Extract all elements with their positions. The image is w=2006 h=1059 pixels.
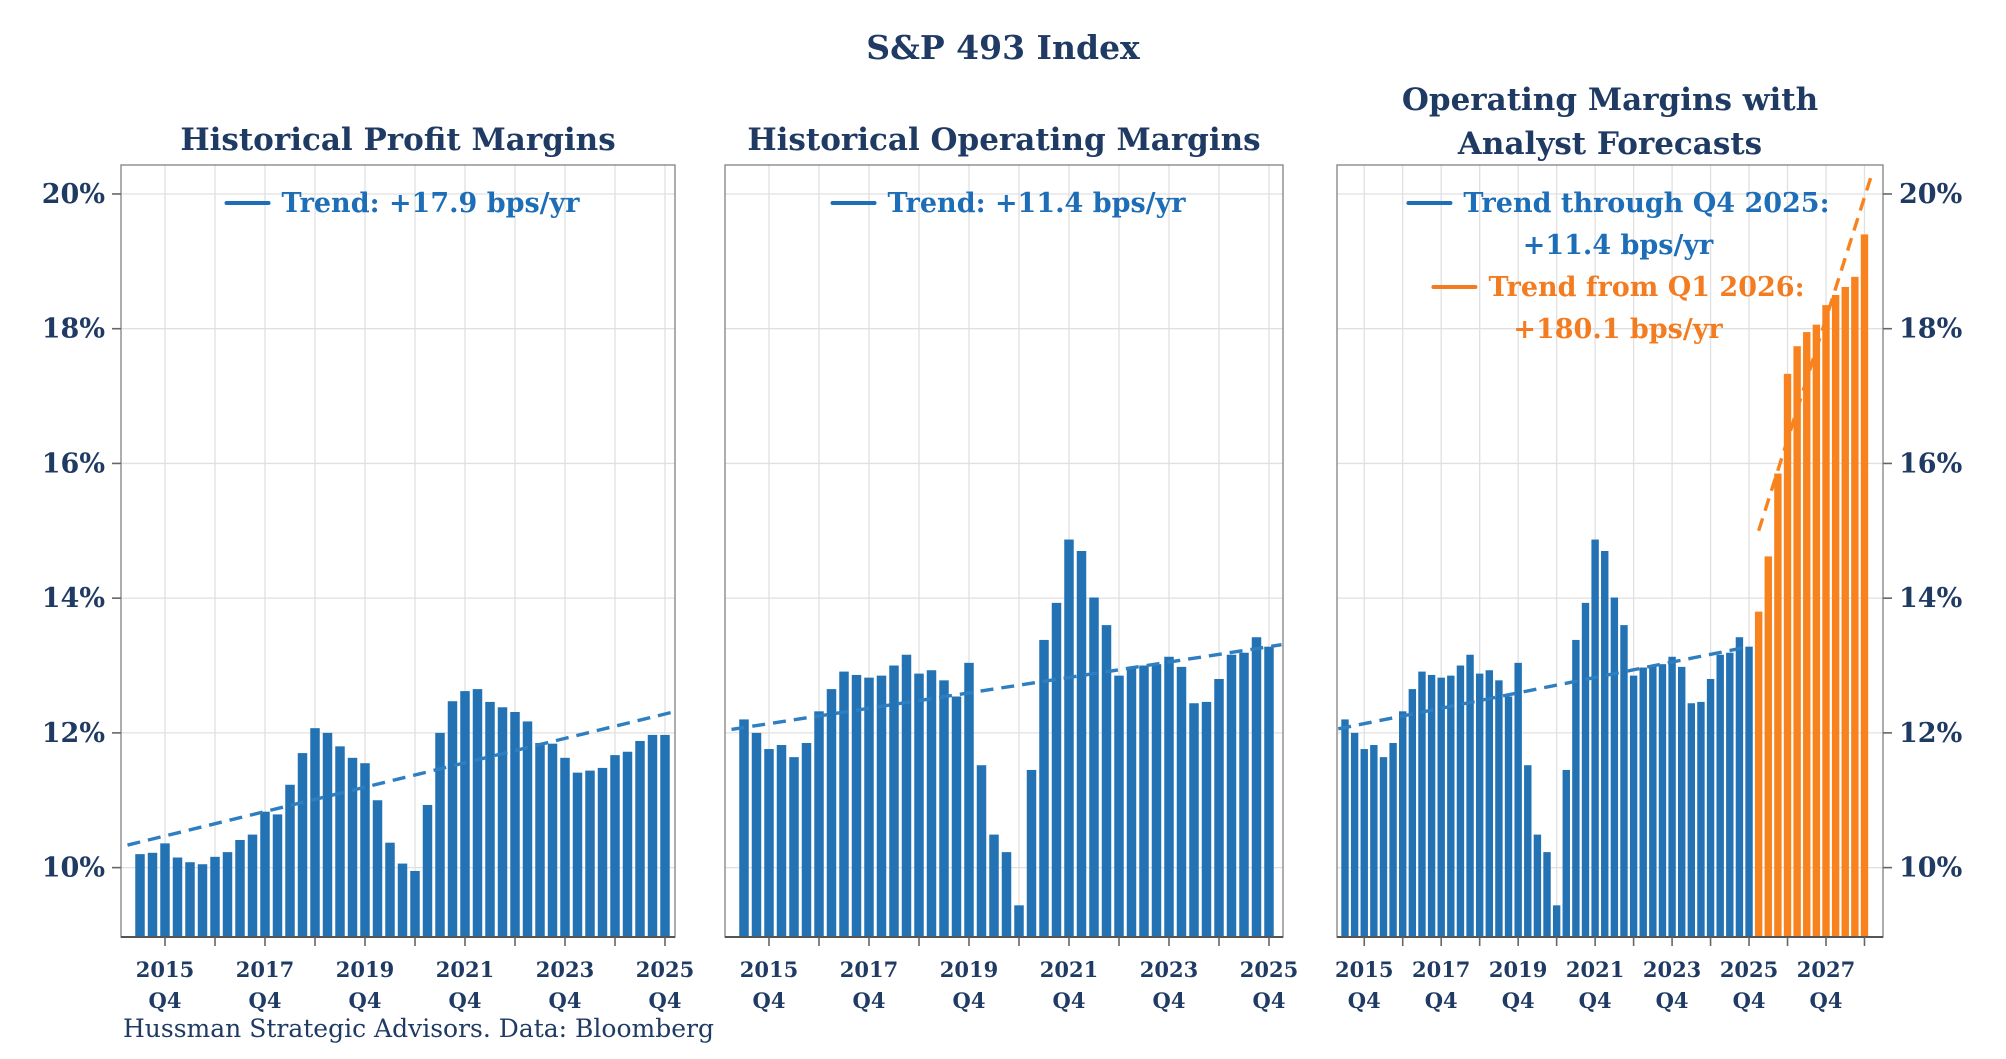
legend-label: +11.4 bps/yr bbox=[1522, 229, 1714, 261]
svg-text:Q4: Q4 bbox=[1502, 988, 1535, 1013]
panel3-title-line1: Operating Margins with bbox=[1401, 82, 1819, 118]
svg-text:Q4: Q4 bbox=[1348, 988, 1381, 1013]
svg-text:2023: 2023 bbox=[1140, 957, 1198, 982]
panel3-legend: Trend through Q4 2025: +11.4 bps/yr Tren… bbox=[1406, 182, 1830, 350]
panel1-legend: Trend: +17.9 bps/yr bbox=[224, 182, 580, 224]
legend-entry: Trend from Q1 2026: bbox=[1431, 266, 1805, 308]
legend-entry: Trend through Q4 2025: bbox=[1406, 182, 1830, 224]
svg-text:2021: 2021 bbox=[1040, 957, 1098, 982]
trend-orange-swatch bbox=[1431, 285, 1478, 289]
svg-text:20%: 20% bbox=[42, 179, 105, 210]
svg-text:2023: 2023 bbox=[1643, 957, 1701, 982]
svg-text:12%: 12% bbox=[42, 718, 105, 749]
svg-text:2017: 2017 bbox=[236, 957, 294, 982]
panel3-title: Operating Margins with Analyst Forecasts bbox=[1402, 78, 1818, 166]
svg-text:2015: 2015 bbox=[136, 957, 194, 982]
svg-text:14%: 14% bbox=[42, 583, 105, 614]
svg-text:2023: 2023 bbox=[536, 957, 594, 982]
svg-text:2027: 2027 bbox=[1797, 957, 1855, 982]
legend-label: Trend from Q1 2026: bbox=[1488, 271, 1805, 303]
svg-text:2017: 2017 bbox=[840, 957, 898, 982]
svg-text:Q4: Q4 bbox=[853, 988, 886, 1013]
svg-text:Q4: Q4 bbox=[1810, 988, 1843, 1013]
trend-line-swatch bbox=[224, 201, 271, 205]
legend-label: +180.1 bps/yr bbox=[1513, 313, 1723, 345]
svg-text:Q4: Q4 bbox=[753, 988, 786, 1013]
svg-text:2025: 2025 bbox=[636, 957, 694, 982]
svg-text:14%: 14% bbox=[1899, 583, 1962, 614]
panel2-title: Historical Operating Margins bbox=[747, 122, 1261, 158]
panel2-legend: Trend: +11.4 bps/yr bbox=[830, 182, 1186, 224]
chart-main-title: S&P 493 Index bbox=[866, 28, 1140, 67]
svg-text:Q4: Q4 bbox=[1733, 988, 1766, 1013]
svg-text:2019: 2019 bbox=[336, 957, 394, 982]
legend-entry: +180.1 bps/yr bbox=[1513, 308, 1722, 350]
legend-entry: +11.4 bps/yr bbox=[1523, 224, 1714, 266]
svg-text:Q4: Q4 bbox=[1579, 988, 1612, 1013]
svg-text:Q4: Q4 bbox=[349, 988, 382, 1013]
legend-label: Trend: +11.4 bps/yr bbox=[887, 187, 1186, 219]
svg-text:Q4: Q4 bbox=[953, 988, 986, 1013]
svg-text:16%: 16% bbox=[42, 448, 105, 479]
svg-text:Q4: Q4 bbox=[249, 988, 282, 1013]
legend-label: Trend through Q4 2025: bbox=[1463, 187, 1830, 219]
svg-text:2019: 2019 bbox=[1489, 957, 1547, 982]
svg-text:Q4: Q4 bbox=[549, 988, 582, 1013]
svg-text:Q4: Q4 bbox=[1153, 988, 1186, 1013]
svg-text:2021: 2021 bbox=[1566, 957, 1624, 982]
svg-text:Q4: Q4 bbox=[649, 988, 682, 1013]
source-attribution: Hussman Strategic Advisors. Data: Bloomb… bbox=[123, 1014, 714, 1043]
legend-entry: Trend: +11.4 bps/yr bbox=[830, 182, 1186, 224]
svg-text:Q4: Q4 bbox=[1053, 988, 1086, 1013]
svg-text:2025: 2025 bbox=[1240, 957, 1298, 982]
svg-text:2015: 2015 bbox=[740, 957, 798, 982]
svg-text:20%: 20% bbox=[1899, 179, 1962, 210]
svg-text:18%: 18% bbox=[1899, 314, 1962, 345]
svg-text:2017: 2017 bbox=[1412, 957, 1470, 982]
legend-label: Trend: +17.9 bps/yr bbox=[281, 187, 580, 219]
svg-text:Q4: Q4 bbox=[449, 988, 482, 1013]
svg-text:2021: 2021 bbox=[436, 957, 494, 982]
svg-text:10%: 10% bbox=[1899, 853, 1962, 884]
svg-text:2015: 2015 bbox=[1335, 957, 1393, 982]
svg-text:Q4: Q4 bbox=[1253, 988, 1286, 1013]
legend-entry: Trend: +17.9 bps/yr bbox=[224, 182, 580, 224]
svg-text:Q4: Q4 bbox=[1425, 988, 1458, 1013]
panel3-title-line2: Analyst Forecasts bbox=[1457, 126, 1763, 162]
svg-text:Q4: Q4 bbox=[1656, 988, 1689, 1013]
panel1-title: Historical Profit Margins bbox=[180, 122, 616, 158]
svg-text:18%: 18% bbox=[42, 314, 105, 345]
svg-text:16%: 16% bbox=[1899, 448, 1962, 479]
svg-text:10%: 10% bbox=[42, 853, 105, 884]
svg-text:2019: 2019 bbox=[940, 957, 998, 982]
svg-text:2025: 2025 bbox=[1720, 957, 1778, 982]
trend-line-swatch bbox=[830, 201, 877, 205]
svg-text:Q4: Q4 bbox=[149, 988, 182, 1013]
svg-text:12%: 12% bbox=[1899, 718, 1962, 749]
trend-blue-swatch bbox=[1406, 201, 1453, 205]
